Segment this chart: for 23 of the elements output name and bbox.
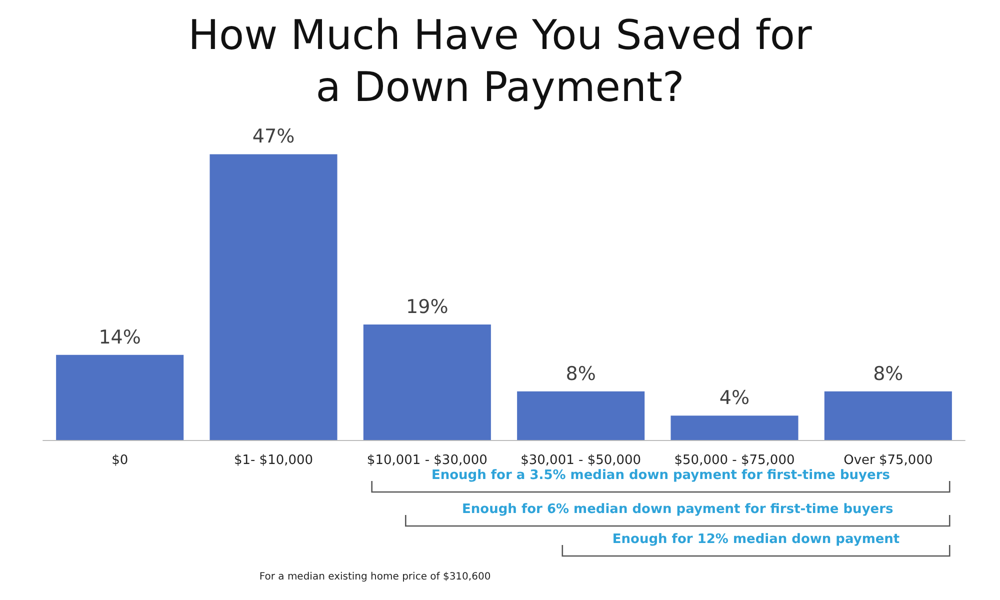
data-label: 47% xyxy=(252,126,295,148)
chart-title: How Much Have You Saved for a Down Payment? xyxy=(188,11,812,111)
x-tick-label: $10,001 - $30,000 xyxy=(366,453,488,468)
data-label: 14% xyxy=(98,326,141,348)
bar xyxy=(517,391,645,440)
text: For a median existing home price of $310,600 xyxy=(259,572,491,582)
x-tick-label: $50,000 - $75,000 xyxy=(674,453,795,468)
text: Enough for 6% median down payment for first-time buyers xyxy=(462,502,894,517)
data-label: 8% xyxy=(566,362,596,385)
text: Enough for a 3.5% median down payment for first-time buyers xyxy=(431,468,890,483)
x-tick-label: $0 xyxy=(112,453,128,468)
data-label: 19% xyxy=(406,296,448,318)
bar xyxy=(363,324,491,440)
text: Enough for 12% median down payment xyxy=(612,532,900,547)
x-tick-label: $30,001 - $50,000 xyxy=(520,453,642,468)
x-tick-label: Over $75,000 xyxy=(844,453,933,468)
x-tick-label: $1- $10,000 xyxy=(234,453,314,468)
data-label: 4% xyxy=(719,387,750,410)
data-label: 8% xyxy=(873,362,904,385)
bar xyxy=(56,354,184,440)
bar xyxy=(824,391,952,440)
bar xyxy=(670,416,798,440)
bar xyxy=(210,154,338,440)
